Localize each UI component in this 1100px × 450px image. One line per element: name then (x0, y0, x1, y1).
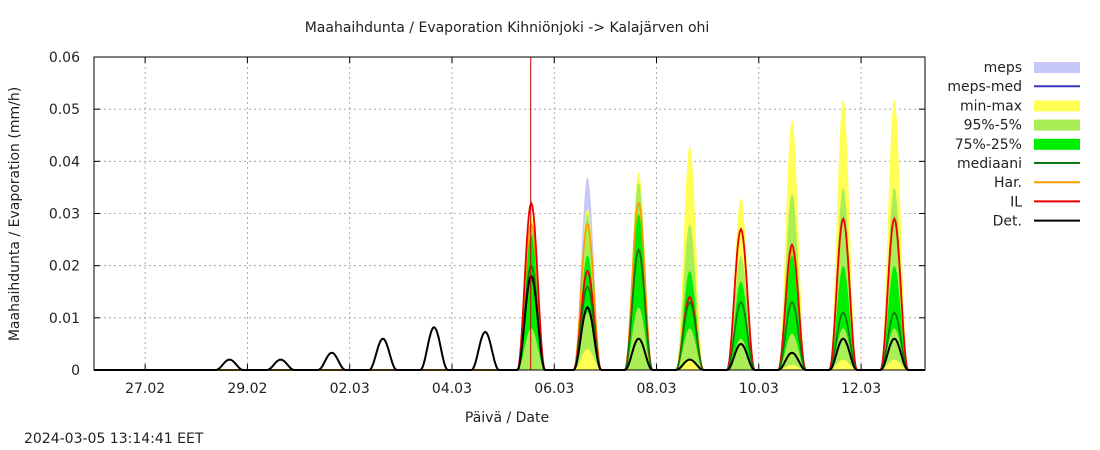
p75-p25-band (624, 213, 653, 370)
p75-p25-band (727, 281, 755, 370)
y-tick-label: 0.06 (49, 50, 80, 66)
y-axis-label: Maahaihdunta / Evaporation (mm/h) (7, 87, 23, 341)
y-tick-label: 0.05 (49, 102, 80, 118)
x-tick-label: 06.03 (534, 381, 574, 397)
y-tick-label: 0.02 (49, 259, 80, 275)
p75-p25-band (676, 270, 704, 370)
y-tick-label: 0.01 (49, 311, 80, 327)
chart-title: Maahaihdunta / Evaporation Kihniönjoki -… (305, 20, 710, 36)
x-tick-label: 02.03 (330, 381, 370, 397)
series-layer (94, 57, 925, 371)
legend-swatch (1034, 62, 1080, 73)
legend-label: 95%-5% (964, 118, 1022, 134)
legend-label: Det. (993, 214, 1022, 230)
y-tick-label: 0.04 (49, 154, 80, 170)
x-tick-label: 04.03 (432, 381, 472, 397)
timestamp: 2024-03-05 13:14:41 EET (24, 431, 204, 447)
axis-ticks: 0 0.01 0.02 0.03 0.04 0.05 0.06 27.02 29.02 02.03… (49, 50, 925, 397)
grid-lines (94, 57, 925, 370)
legend-label: min-max (960, 98, 1022, 114)
legend-label: mediaani (957, 156, 1022, 172)
legend-label: Har. (994, 175, 1022, 191)
x-tick-label: 08.03 (636, 381, 676, 397)
legend-label: meps-med (947, 79, 1022, 95)
legend-swatch (1034, 100, 1080, 112)
x-axis-label: Päivä / Date (465, 410, 549, 426)
x-tick-label: 29.02 (227, 381, 267, 397)
x-tick-label: 12.03 (841, 381, 881, 397)
legend-swatch (1034, 138, 1080, 150)
legend-label: meps (984, 60, 1022, 76)
legend: meps meps-med min-max 95%-5% 75%-25% mediaani… (947, 60, 1080, 230)
y-tick-label: 0.03 (49, 207, 80, 223)
legend-label: 75%-25% (955, 137, 1022, 153)
x-tick-label: 10.03 (739, 381, 779, 397)
x-tick-label: 27.02 (125, 381, 165, 397)
legend-swatch (1034, 119, 1080, 131)
legend-label: IL (1010, 194, 1022, 210)
y-tick-label: 0 (71, 363, 80, 379)
